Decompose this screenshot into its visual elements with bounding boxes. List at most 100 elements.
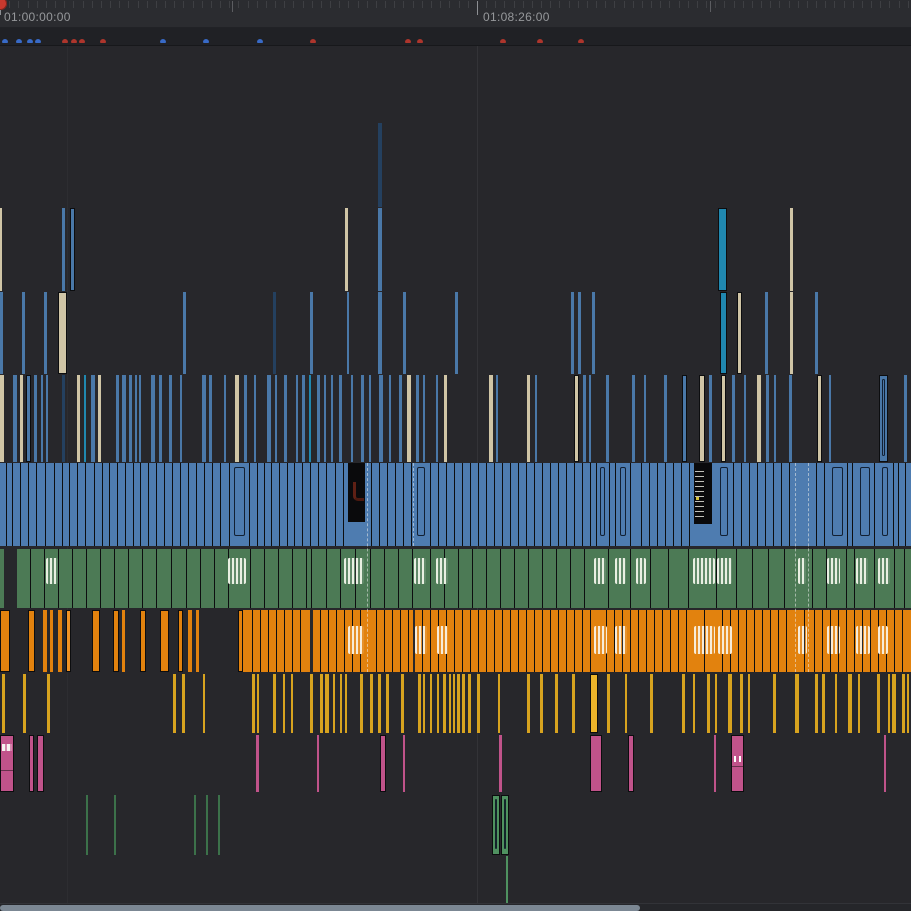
clip-video-3[interactable] (224, 375, 226, 462)
clip-video-4[interactable] (737, 292, 742, 374)
clip-video-3[interactable] (369, 375, 371, 462)
clip-audio-4[interactable] (37, 735, 44, 792)
clip-audio-3[interactable] (333, 674, 335, 733)
clip-audio-3[interactable] (822, 674, 825, 733)
clip-video-3[interactable] (436, 375, 438, 462)
clip-audio-3[interactable] (888, 674, 890, 733)
clip-audio-3[interactable] (625, 674, 627, 733)
clip-audio-3[interactable] (540, 674, 543, 733)
clip-video-3[interactable] (416, 375, 419, 462)
clip-video-5[interactable] (378, 208, 382, 291)
clip-audio-3[interactable] (877, 674, 880, 733)
clip-video-3[interactable] (20, 375, 23, 462)
clip-audio-4[interactable] (317, 735, 319, 792)
clip-audio-3[interactable] (835, 674, 837, 733)
clip-video-3[interactable] (732, 375, 735, 462)
clip-video-3[interactable] (496, 375, 498, 462)
clip-audio-3[interactable] (320, 674, 323, 733)
clip-audio-3[interactable] (457, 674, 460, 733)
clip-audio-3[interactable] (728, 674, 732, 733)
clip-audio-3[interactable] (443, 674, 446, 733)
clip-video-4[interactable] (790, 292, 793, 374)
clip-audio-2[interactable] (188, 610, 192, 672)
clip-video-2-black-red[interactable] (348, 463, 365, 546)
clip-audio-3[interactable] (2, 674, 5, 733)
scrollbar-thumb[interactable] (0, 905, 640, 911)
clip-audio-2[interactable] (140, 610, 146, 672)
clip-video-3[interactable] (244, 375, 247, 462)
clip-audio-2[interactable] (113, 610, 119, 672)
clip-audio-3[interactable] (477, 674, 480, 733)
clip-video-4[interactable] (22, 292, 25, 374)
clip-audio-3[interactable] (740, 674, 743, 733)
clip-video-4[interactable] (44, 292, 47, 374)
clip-audio-2[interactable] (178, 610, 183, 672)
clip-video-3[interactable] (583, 375, 586, 462)
clip-audio-3[interactable] (555, 674, 558, 733)
clip-video-2-outlined[interactable] (415, 463, 427, 546)
clip-audio-4[interactable] (731, 735, 744, 792)
clip-audio-3[interactable] (370, 674, 373, 733)
clip-audio-1[interactable] (0, 549, 4, 608)
clip-video-3[interactable] (444, 375, 447, 462)
clip-audio-4[interactable] (884, 735, 886, 792)
clip-video-3[interactable] (41, 375, 43, 462)
clip-video-3[interactable] (774, 375, 776, 462)
clip-audio-3[interactable] (182, 674, 185, 733)
clip-audio-3[interactable] (498, 674, 500, 733)
clip-video-3[interactable] (62, 375, 65, 462)
clip-audio-3[interactable] (682, 674, 685, 733)
clip-video-3[interactable] (379, 375, 383, 462)
clip-audio-3[interactable] (748, 674, 750, 733)
clip-video-2-outlined[interactable] (718, 463, 730, 546)
clip-video-2-black-slate[interactable] (694, 463, 712, 546)
clip-audio-3[interactable] (423, 674, 425, 733)
clip-video-5[interactable] (718, 208, 727, 291)
playhead-marker[interactable] (0, 0, 7, 10)
clip-audio-3[interactable] (815, 674, 818, 733)
horizontal-scrollbar[interactable] (0, 903, 911, 911)
clip-audio-3[interactable] (437, 674, 439, 733)
clip-video-3[interactable] (46, 375, 48, 462)
clip-video-5[interactable] (0, 208, 2, 291)
clip-video-3[interactable] (34, 375, 37, 462)
clip-audio-3[interactable] (386, 674, 389, 733)
clip-video-4[interactable] (0, 292, 3, 374)
clip-video-3[interactable] (98, 375, 101, 462)
clip-audio-3[interactable] (468, 674, 471, 733)
clip-audio-3[interactable] (418, 674, 421, 733)
clip-video-2-outlined[interactable] (598, 463, 607, 546)
clip-audio-5[interactable] (206, 795, 208, 855)
clip-audio-3[interactable] (795, 674, 799, 733)
clip-audio-2[interactable] (43, 610, 47, 672)
clip-video-3[interactable] (324, 375, 326, 462)
clip-audio-3[interactable] (907, 674, 909, 733)
clip-video-3[interactable] (351, 375, 353, 462)
clip-audio-3[interactable] (257, 674, 259, 733)
clip-audio-3[interactable] (360, 674, 363, 733)
clip-video-3[interactable] (757, 375, 761, 462)
clip-audio-1[interactable] (17, 549, 911, 608)
clip-audio-3[interactable] (203, 674, 205, 733)
clip-video-2[interactable] (0, 463, 911, 546)
clip-audio-3[interactable] (430, 674, 432, 733)
clip-audio-3[interactable] (590, 674, 598, 733)
clip-video-3[interactable] (682, 375, 687, 462)
clip-audio-5[interactable] (114, 795, 116, 855)
clip-video-4[interactable] (310, 292, 313, 374)
clip-audio-3[interactable] (902, 674, 905, 733)
clip-audio-3[interactable] (892, 674, 896, 733)
clip-video-3[interactable] (129, 375, 132, 462)
clip-audio-3[interactable] (291, 674, 293, 733)
clip-audio-3[interactable] (449, 674, 451, 733)
clip-video-3[interactable] (904, 375, 907, 462)
clip-audio-4[interactable] (714, 735, 716, 792)
clip-video-3[interactable] (267, 375, 271, 462)
clip-audio-3[interactable] (848, 674, 852, 733)
clip-video-4[interactable] (273, 292, 276, 374)
clip-audio-2[interactable] (66, 610, 71, 672)
clip-video-4[interactable] (403, 292, 406, 374)
clip-video-3[interactable] (744, 375, 746, 462)
clip-audio-4[interactable] (590, 735, 602, 792)
clip-video-4[interactable] (765, 292, 768, 374)
